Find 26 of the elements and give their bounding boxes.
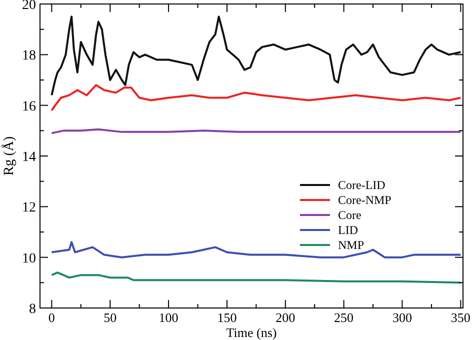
legend-label: NMP — [338, 238, 364, 252]
x-tick-label: 150 — [217, 310, 237, 325]
y-tick-label: 16 — [22, 99, 36, 114]
legend-label: Core — [338, 208, 362, 222]
x-tick-label: 0 — [48, 310, 55, 325]
x-tick-label: 350 — [450, 310, 470, 325]
y-tick-label: 10 — [22, 251, 36, 266]
y-tick-label: 18 — [22, 48, 36, 64]
y-axis-title: Rg (Å) — [1, 136, 17, 176]
x-tick-label: 300 — [392, 310, 412, 325]
legend-label: Core-NMP — [338, 193, 392, 207]
x-axis-title: Time (ns) — [226, 325, 277, 340]
line-series — [50, 84, 462, 112]
y-tick-label: 8 — [29, 302, 36, 317]
x-tick-label: 200 — [276, 310, 296, 325]
legend-label: LID — [338, 223, 358, 237]
y-tick-label: 14 — [22, 150, 36, 165]
line-series — [50, 16, 462, 96]
y-tick-label: 12 — [22, 200, 36, 216]
x-tick-label: 100 — [158, 310, 178, 325]
line-series — [50, 241, 462, 258]
y-tick-label: 20 — [22, 0, 36, 13]
legend-label: Core-LID — [338, 178, 386, 192]
x-tick-label: 250 — [334, 310, 354, 325]
x-tick-label: 50 — [104, 310, 117, 325]
line-series — [50, 272, 462, 284]
